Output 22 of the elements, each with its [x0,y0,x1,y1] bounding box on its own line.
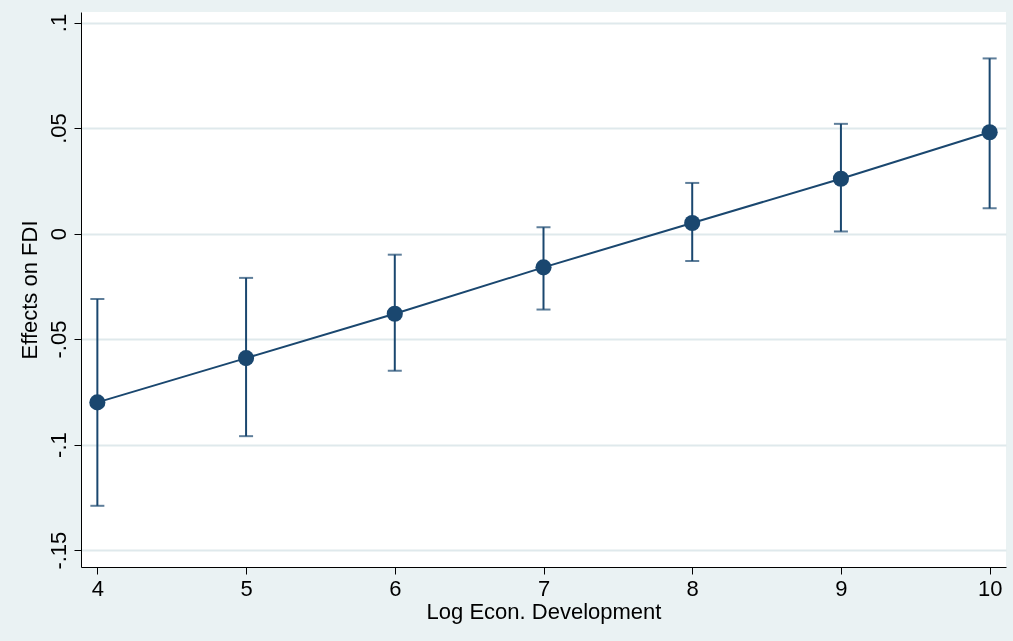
y-tick-label: -.05 [45,320,71,359]
point [832,170,849,187]
x-tick-label: 5 [240,575,253,601]
point [89,394,106,411]
x-tick-label: 10 [977,575,1003,601]
x-tick-label: 8 [686,575,699,601]
x-tick-label: 7 [537,575,551,601]
point [684,214,701,232]
point [386,305,403,322]
y-tick-label: .05 [45,113,71,144]
y-tick-label: -.1 [45,432,71,458]
x-axis-title: Log Econ. Development [426,598,662,624]
point [981,124,998,141]
x-tick-label: 4 [91,575,104,601]
x-tick-label: 6 [389,575,402,601]
y-tick-label: 0 [45,227,71,241]
y-tick-label: .1 [45,13,71,33]
y-axis-title: Effects on FDI [16,220,42,360]
y-tick-label: -.15 [45,531,71,570]
point [238,350,255,367]
x-tick-label: 9 [835,575,848,601]
point [535,259,552,276]
